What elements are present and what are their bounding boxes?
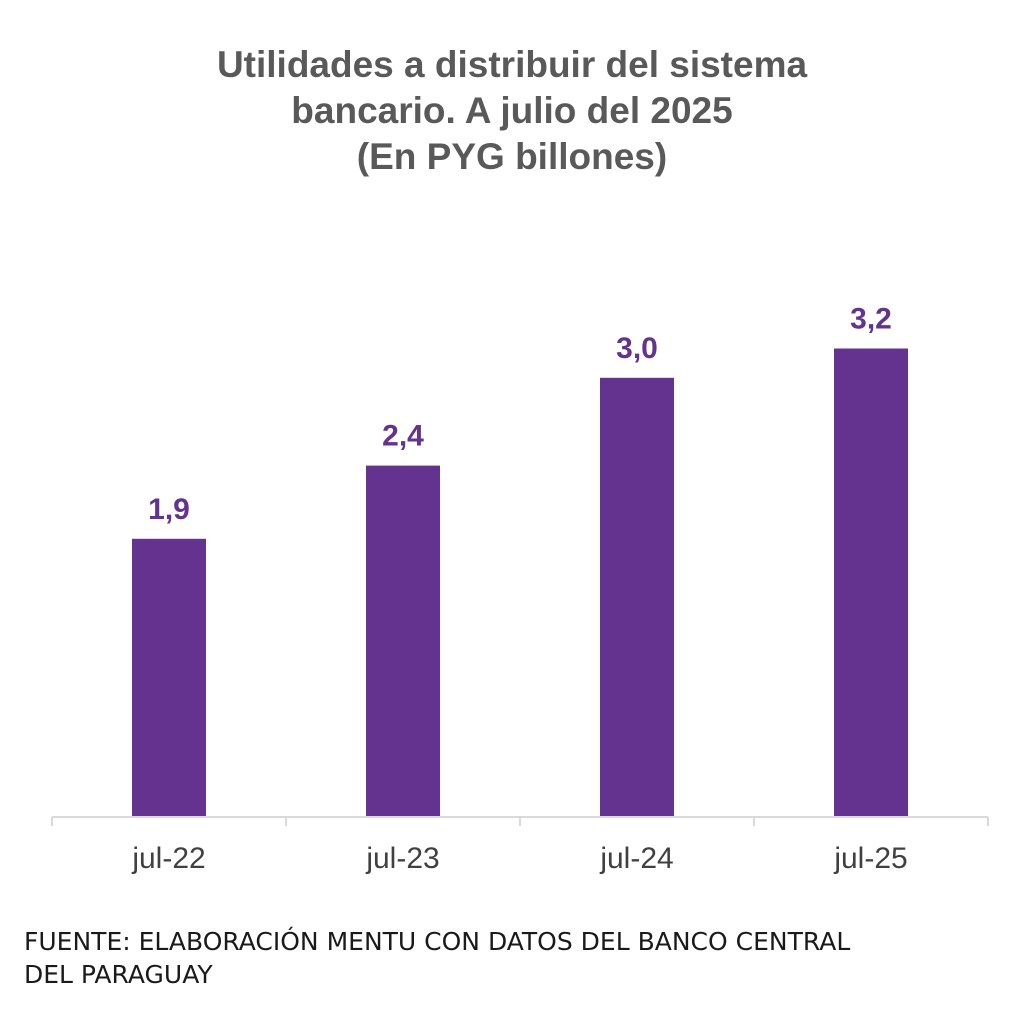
bar-jul-22 — [132, 538, 206, 817]
bar-jul-23 — [366, 465, 440, 817]
x-axis — [51, 816, 989, 826]
chart-title-line-2: bancario. A julio del 2025 — [291, 90, 733, 131]
data-label-jul-22: 1,9 — [148, 493, 190, 526]
data-label-jul-24: 3,0 — [616, 332, 658, 365]
bars-layer — [132, 348, 908, 817]
bar-jul-25 — [834, 348, 908, 817]
source-note-line-1: FUENTE: ELABORACIÓN MENTU CON DATOS DEL … — [24, 927, 851, 956]
chart-title: Utilidades a distribuir del sistema banc… — [0, 42, 1024, 180]
bar-jul-24 — [600, 377, 674, 817]
chart-title-line-1: Utilidades a distribuir del sistema — [216, 44, 808, 85]
source-note-line-2: DEL PARAGUAY — [24, 960, 213, 989]
x-tick-label-jul-25: jul-25 — [833, 842, 907, 875]
x-tick-label-jul-24: jul-24 — [599, 842, 673, 875]
x-tick-label-jul-22: jul-22 — [131, 842, 205, 875]
data-label-jul-25: 3,2 — [850, 303, 892, 336]
labels-layer: 1,9 jul-22 2,4 jul-23 3,0 jul-24 3,2 jul-25 — [131, 303, 907, 876]
source-note: FUENTE: ELABORACIÓN MENTU CON DATOS DEL … — [24, 925, 1004, 991]
chart-title-line-3: (En PYG billones) — [356, 136, 668, 177]
data-label-jul-23: 2,4 — [382, 420, 424, 453]
x-tick-label-jul-23: jul-23 — [365, 842, 439, 875]
